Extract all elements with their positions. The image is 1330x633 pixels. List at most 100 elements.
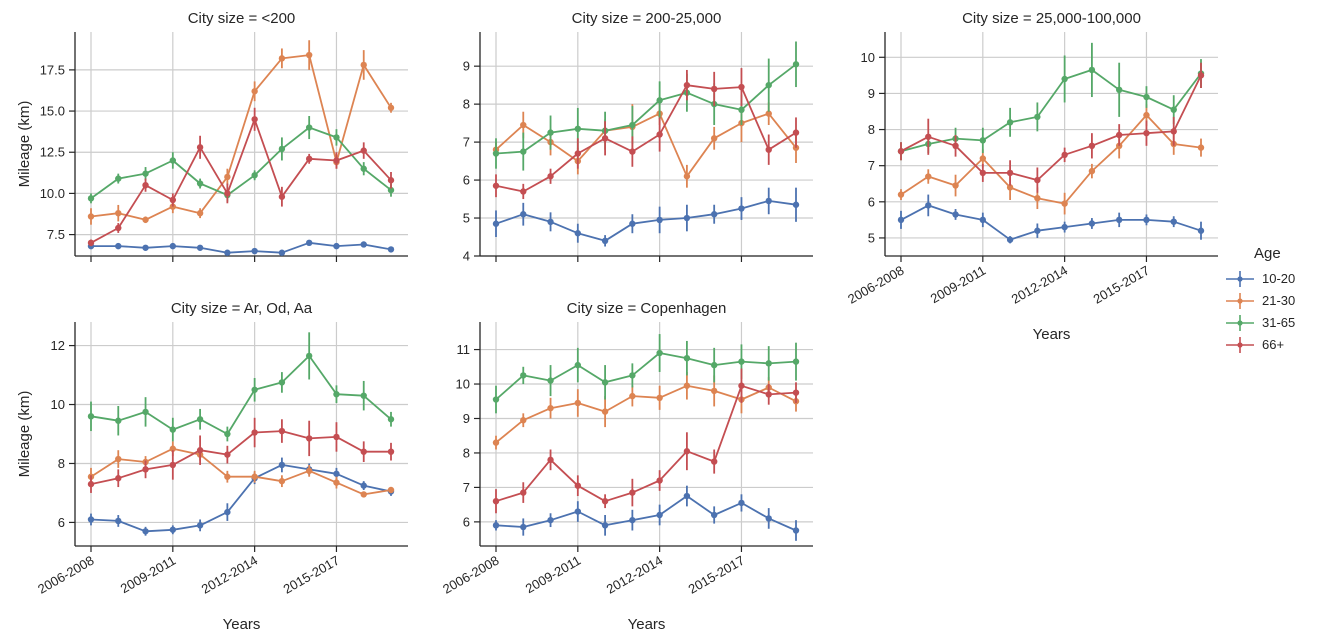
series-21-30 (87, 40, 395, 225)
data-point (601, 408, 609, 415)
data-point (360, 448, 367, 455)
data-point (601, 135, 609, 142)
data-point (142, 216, 149, 223)
panel-title: City size = 25,000-100,000 (962, 10, 1141, 27)
y-tick-label: 15.0 (40, 104, 65, 119)
data-point (1143, 129, 1150, 137)
data-point (1088, 167, 1096, 175)
data-point (87, 516, 95, 523)
y-tick-label: 7 (463, 135, 470, 150)
data-point (601, 522, 609, 529)
data-point (196, 144, 204, 151)
data-point (1197, 144, 1205, 151)
series-line (900, 204, 1202, 241)
data-point (574, 361, 582, 369)
data-point (1034, 113, 1041, 121)
y-tick-label: 10 (456, 377, 470, 392)
data-point (738, 382, 745, 389)
data-point (656, 97, 663, 104)
y-tick-label: 6 (58, 515, 65, 530)
data-point (710, 511, 718, 519)
data-point (360, 165, 367, 172)
y-tick-label: 6 (463, 173, 470, 188)
data-point (387, 416, 395, 423)
data-point (710, 135, 718, 142)
y-tick-label: 8 (463, 97, 470, 112)
data-point (115, 242, 122, 250)
data-point (656, 131, 663, 138)
y-tick-label: 17.5 (40, 62, 65, 77)
series-31-65 (492, 41, 800, 171)
data-point (656, 477, 663, 484)
data-point (115, 455, 122, 463)
data-point (952, 142, 959, 150)
data-point (683, 354, 691, 362)
data-point (520, 211, 527, 218)
data-point (629, 220, 636, 227)
series-line (495, 384, 797, 444)
data-point (142, 244, 149, 251)
data-point (1006, 184, 1014, 191)
panel: 5 6 7 8 9 10 2006-2008 2009-2011 2012-2014 2015-2… (845, 10, 1218, 343)
series-10-20 (87, 239, 395, 256)
data-point (792, 61, 800, 68)
data-point (738, 205, 745, 212)
data-point (87, 195, 95, 202)
data-point (738, 358, 745, 365)
data-point (115, 175, 122, 182)
data-point (765, 391, 772, 398)
y-tick-label: 7 (868, 158, 875, 173)
data-point (305, 51, 313, 59)
data-point (897, 216, 905, 224)
data-point (196, 209, 204, 217)
data-point (547, 129, 554, 136)
data-point (683, 492, 691, 500)
data-point (574, 399, 582, 407)
data-point (952, 211, 959, 218)
data-point (765, 197, 772, 205)
data-point (333, 242, 340, 250)
data-point (196, 180, 204, 187)
data-point (251, 386, 258, 393)
data-point (196, 522, 204, 529)
data-point (765, 81, 772, 89)
panel-title: City size = <200 (188, 10, 296, 27)
x-axis-label: Years (1033, 326, 1071, 343)
y-tick-label: 6 (463, 514, 470, 529)
data-point (387, 186, 395, 194)
data-point (520, 372, 527, 379)
data-point (979, 137, 987, 144)
data-point (925, 173, 932, 180)
legend-item-21-30: 21-30 (1222, 292, 1322, 310)
series-line (90, 126, 392, 200)
data-point (601, 379, 609, 386)
data-point (1143, 216, 1150, 224)
data-point (547, 218, 554, 226)
data-point (278, 379, 286, 386)
data-point (925, 133, 932, 140)
data-point (305, 435, 313, 442)
data-point (765, 360, 772, 367)
data-point (683, 448, 691, 455)
y-tick-label: 5 (463, 211, 470, 226)
series-line (495, 63, 797, 155)
data-point (278, 145, 286, 153)
data-point (278, 427, 286, 435)
series-line (495, 84, 797, 193)
data-point (196, 447, 204, 454)
series-10-20 (492, 187, 800, 247)
data-point (492, 182, 500, 189)
data-point (115, 517, 122, 525)
series-66+ (897, 62, 1205, 193)
x-tick-label: 2006-2008 (440, 553, 501, 597)
data-point (1115, 216, 1123, 224)
data-point (360, 61, 367, 69)
y-tick-label: 11 (457, 342, 471, 357)
data-point (87, 480, 95, 488)
y-axis-label: Mileage (km) (16, 101, 33, 188)
data-point (765, 110, 772, 117)
y-tick-label: 10 (861, 50, 875, 65)
data-point (792, 358, 800, 365)
data-point (169, 445, 177, 452)
